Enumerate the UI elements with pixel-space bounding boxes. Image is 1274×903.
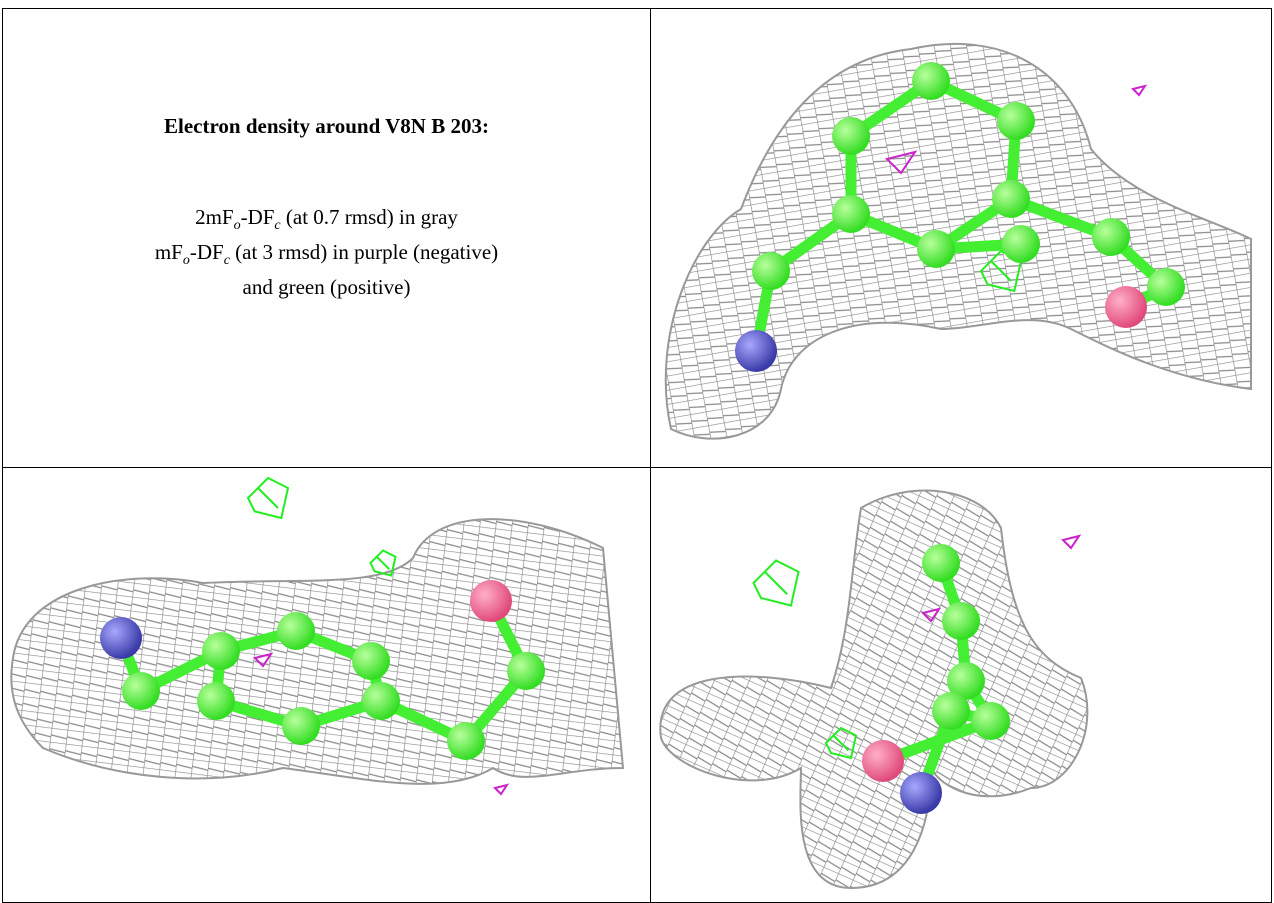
atom (352, 642, 390, 680)
atom (735, 330, 777, 372)
legend-text: -DF (189, 240, 224, 265)
negative-density (493, 783, 510, 796)
atom (507, 652, 545, 690)
density-image (10, 476, 625, 796)
atom (972, 702, 1010, 740)
legend-text: (at 0.7 rmsd) in gray (280, 205, 458, 229)
atom (1002, 225, 1040, 263)
legend-text: (at 3 rmsd) in purple (negative) (229, 240, 499, 265)
atom (202, 632, 240, 670)
legend-text: mF (154, 240, 183, 265)
negative-density (1131, 84, 1148, 97)
atom (362, 682, 400, 720)
atom (277, 612, 315, 650)
atom (470, 580, 512, 622)
subscript: c (223, 253, 230, 269)
density-image (659, 489, 1089, 890)
atom (832, 117, 870, 155)
atom (197, 682, 235, 720)
negative-density (1061, 534, 1082, 550)
legend-text: -DF (240, 205, 275, 229)
density-image (664, 42, 1252, 440)
negative-density (885, 150, 918, 175)
atom (832, 195, 870, 233)
atom (947, 662, 985, 700)
density-mesh (10, 518, 625, 785)
legend-text: 2mF (195, 205, 234, 229)
atom (932, 692, 970, 730)
negative-density (253, 652, 274, 668)
atom (900, 772, 942, 814)
density-view (651, 9, 1271, 468)
caption-title: Electron density around V8N B 203: (164, 114, 489, 138)
density-view (651, 468, 1271, 902)
atom (912, 62, 950, 100)
atom (447, 722, 485, 760)
density-mesh (659, 489, 1089, 890)
caption-legend: 2mFo-DFc (at 0.7 rmsd) in gray mFo-DFc (a… (3, 204, 650, 301)
density-view (3, 468, 651, 902)
legend-text: and green (positive) (242, 275, 411, 300)
caption-cell: Electron density around V8N B 203: 2mFo-… (3, 9, 651, 468)
positive-density (824, 726, 858, 760)
atom (122, 672, 160, 710)
atom (100, 617, 142, 659)
legend-line: 2mFo-DFc (at 0.7 rmsd) in gray (3, 204, 650, 239)
positive-density (752, 559, 800, 607)
atom (917, 230, 955, 268)
legend-line: mFo-DFc (at 3 rmsd) in purple (negative) (3, 239, 650, 274)
atom (282, 707, 320, 745)
subscript: c (274, 218, 281, 234)
negative-density (921, 607, 942, 623)
atom (1147, 268, 1185, 306)
atom (1092, 218, 1130, 256)
legend-line: and green (positive) (3, 274, 650, 301)
figure-table: Electron density around V8N B 203: 2mFo-… (2, 8, 1272, 903)
positive-density (246, 476, 290, 520)
atom (942, 602, 980, 640)
atom (862, 740, 904, 782)
atom (997, 102, 1035, 140)
atom (992, 180, 1030, 218)
density-mesh (664, 42, 1252, 440)
subscript: o (233, 218, 241, 234)
atom (1105, 286, 1147, 328)
subscript: o (182, 253, 190, 269)
positive-density (369, 549, 397, 577)
atom (752, 252, 790, 290)
atom (922, 544, 960, 582)
positive-density (979, 249, 1023, 293)
